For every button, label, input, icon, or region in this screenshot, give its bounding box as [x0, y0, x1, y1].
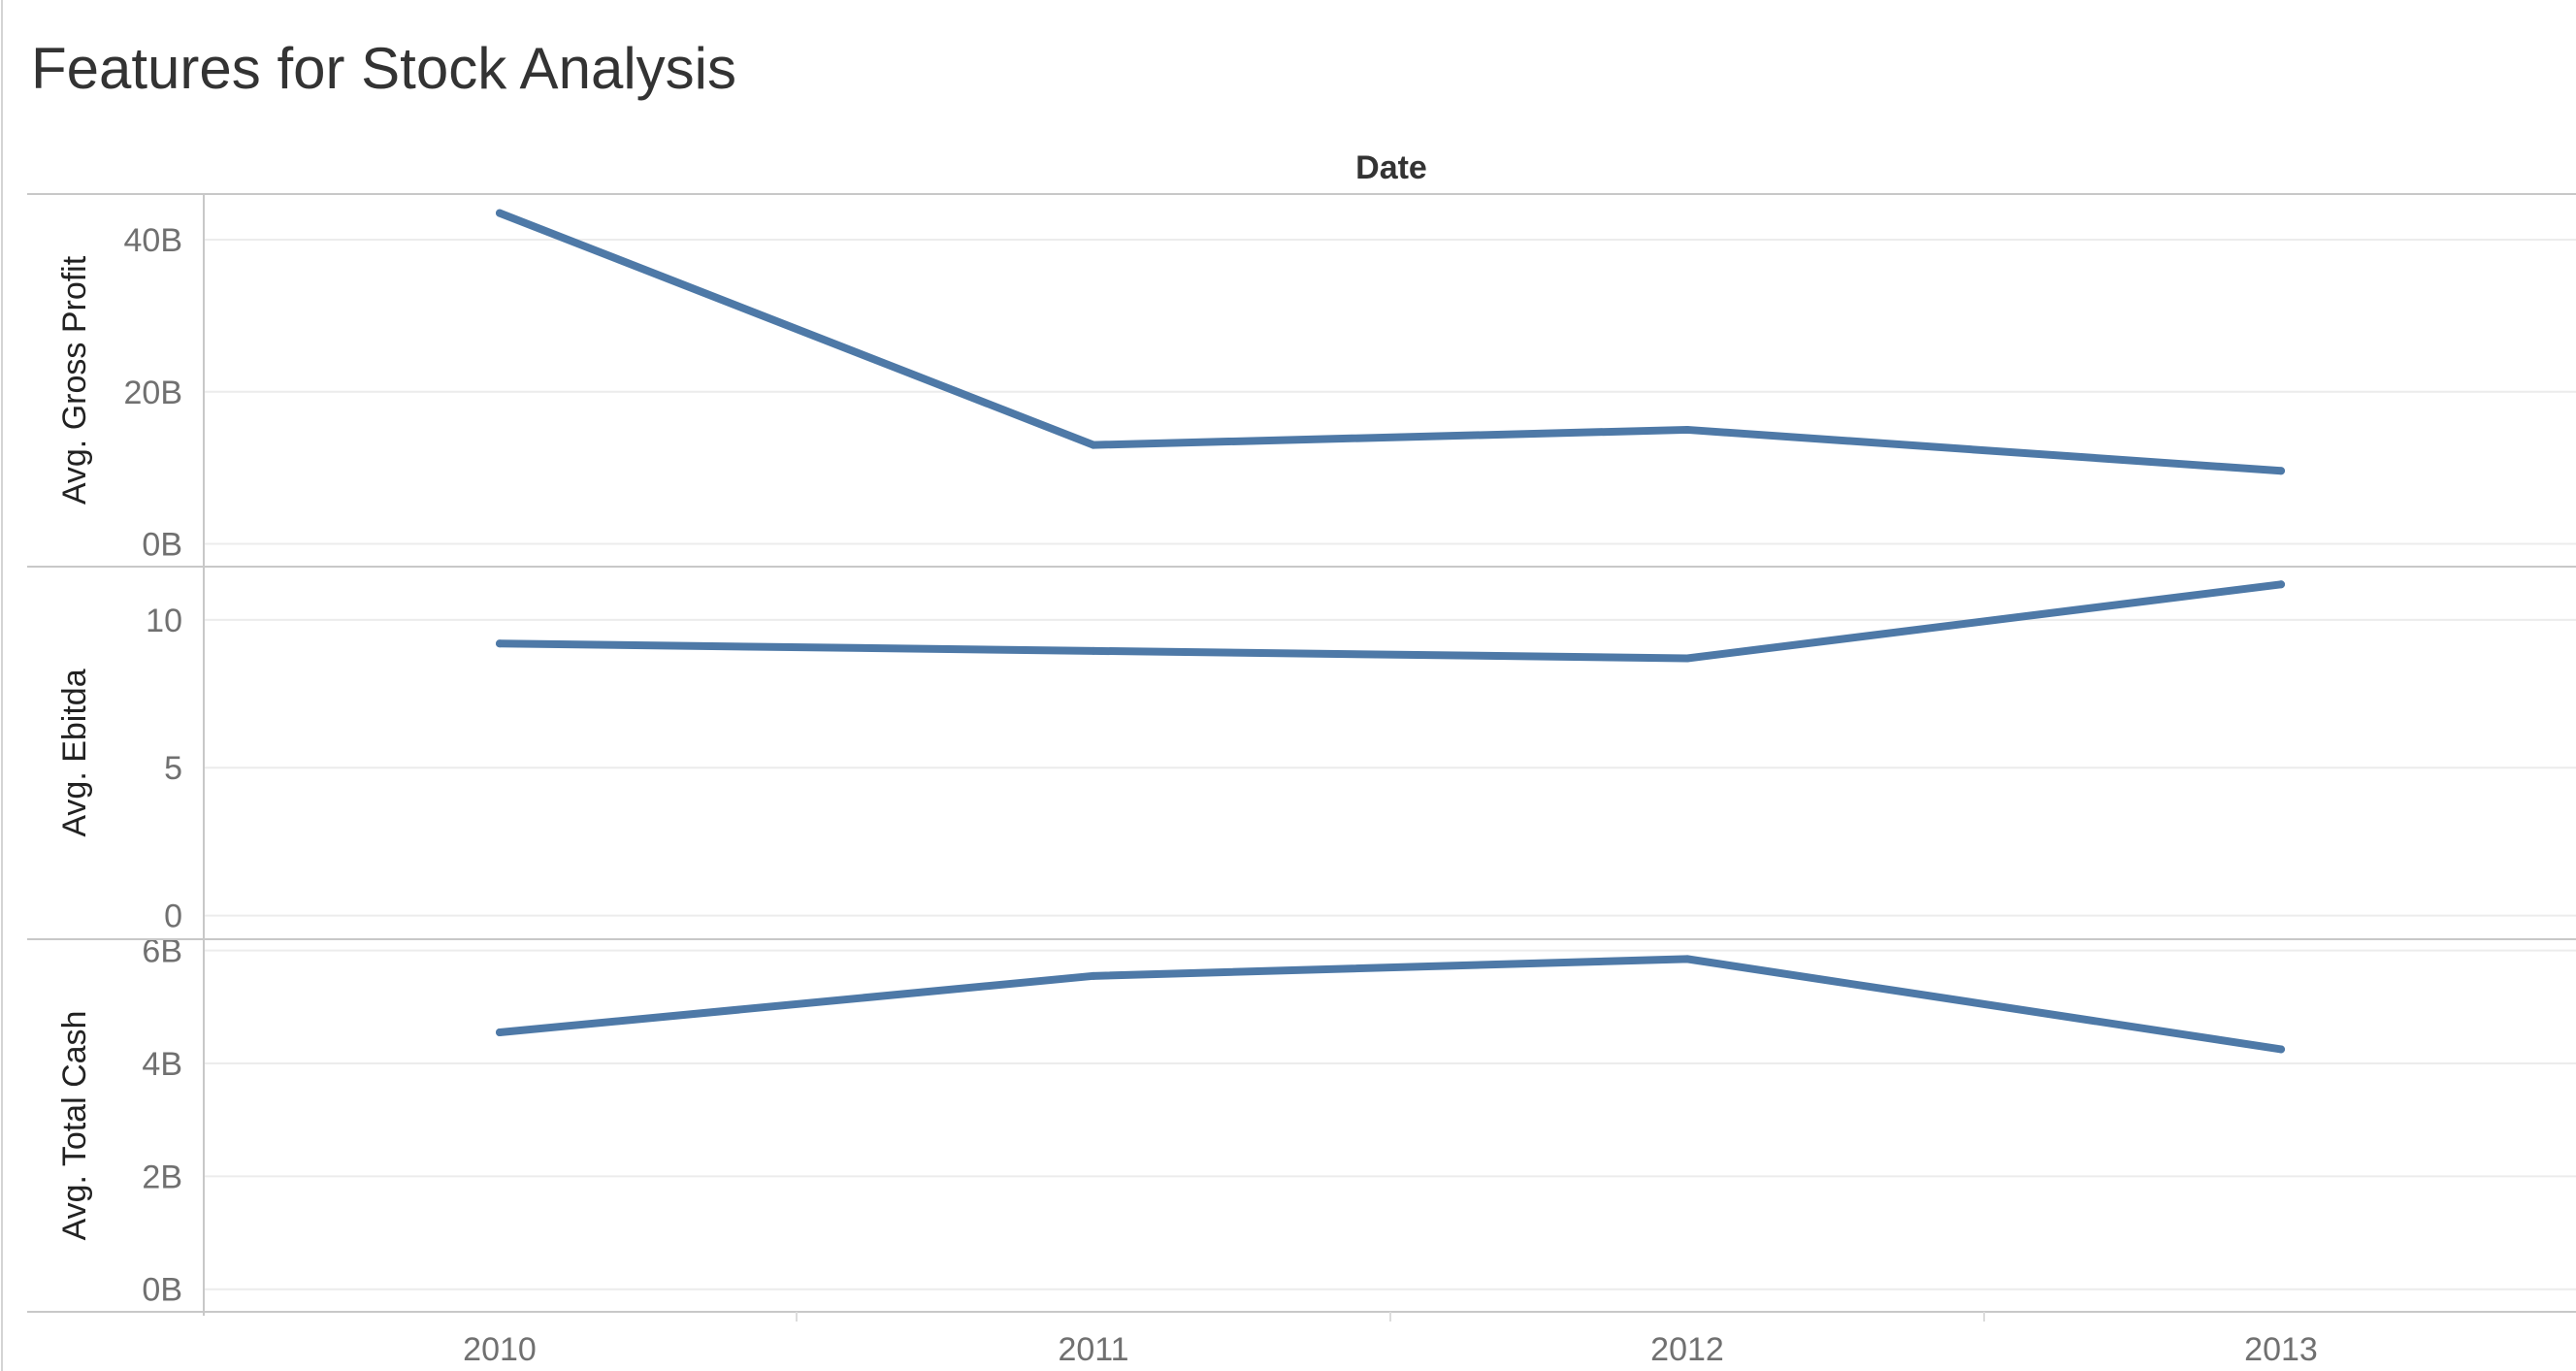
- data-point-avg-total-cash-2013: [2277, 1045, 2285, 1054]
- data-point-avg-total-cash-2011: [1090, 971, 1097, 980]
- x-axis: 2010 2011 2012 2013: [27, 194, 2576, 1368]
- y-axis-title: Avg. Gross Profit: [56, 255, 93, 505]
- y-tick-label: 10: [146, 603, 182, 639]
- data-point-avg-ebitda-2010: [496, 639, 504, 648]
- y-tick-label: 0: [164, 898, 182, 935]
- data-point-avg-gross-profit-2012: [1683, 425, 1691, 434]
- data-point-avg-total-cash-2010: [496, 1028, 504, 1036]
- series-line-avg-gross-profit: [496, 209, 2285, 475]
- pane-avg-ebitda: 0 5 10 Avg. Ebitda: [27, 566, 2576, 935]
- data-point-avg-gross-profit-2010: [496, 209, 504, 217]
- x-tick-label-2013: 2013: [2244, 1331, 2318, 1368]
- y-axis-title: Avg. Total Cash: [56, 1011, 93, 1241]
- y-tick-label: 0B: [142, 526, 182, 563]
- x-tick-label-2010: 2010: [463, 1331, 537, 1368]
- y-axis-title: Avg. Ebitda: [56, 669, 93, 836]
- data-point-avg-ebitda-2011: [1090, 646, 1097, 655]
- y-tick-label: 0B: [142, 1272, 182, 1309]
- column-header: Date: [1355, 149, 1427, 186]
- y-tick-label: 4B: [142, 1046, 182, 1083]
- y-tick-label: 5: [164, 750, 182, 787]
- data-point-avg-ebitda-2012: [1683, 654, 1691, 663]
- panes-layer: 0B 20B 40B Avg. Gross Profit 0 5 10 Avg. Ebitda…: [27, 193, 2576, 1309]
- y-tick-label: 40B: [124, 222, 183, 259]
- x-tick-label-2011: 2011: [1058, 1331, 1128, 1368]
- chart-title: Features for Stock Analysis: [31, 36, 736, 101]
- series-line-avg-total-cash: [496, 955, 2285, 1054]
- data-point-avg-gross-profit-2013: [2277, 467, 2285, 475]
- data-point-avg-gross-profit-2011: [1090, 441, 1097, 449]
- pane-avg-gross-profit: 0B 20B 40B Avg. Gross Profit: [27, 193, 2576, 563]
- x-tick-label-2012: 2012: [1650, 1331, 1724, 1368]
- y-tick-label: 20B: [124, 375, 183, 411]
- y-tick-label: 2B: [142, 1159, 182, 1195]
- data-point-avg-ebitda-2013: [2277, 580, 2285, 589]
- data-point-avg-total-cash-2012: [1683, 955, 1691, 963]
- series-line-avg-ebitda: [496, 580, 2285, 663]
